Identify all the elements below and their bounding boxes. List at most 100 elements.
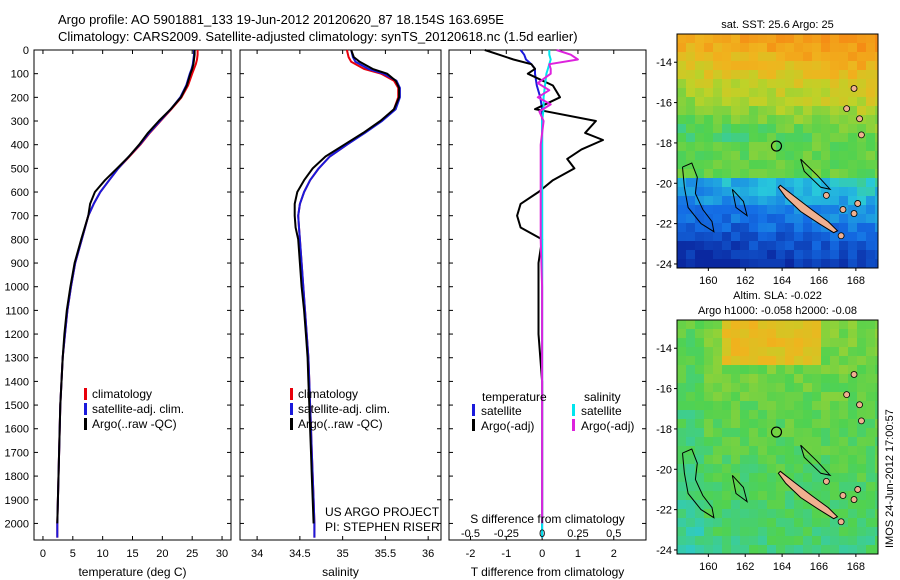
map-cell: [857, 437, 867, 447]
map-cell: [758, 329, 768, 339]
map-cell: [848, 392, 858, 402]
map-cell: [830, 214, 840, 224]
map-cell: [677, 464, 687, 474]
map-cell: [713, 464, 723, 474]
map-cell: [803, 509, 813, 519]
map-cell: [677, 347, 687, 357]
map-cell: [695, 536, 705, 546]
map-cell: [821, 250, 831, 260]
map-cell: [794, 178, 804, 188]
map-cell: [722, 500, 732, 510]
reef-contour: [731, 474, 748, 503]
map-panel-1: -14 -16 -18 -20 -22 -24 160 162 164 166 168 sat. SS…: [656, 19, 879, 287]
map-cell: [812, 446, 822, 456]
map-cell: [857, 491, 867, 501]
y-tick-label: 300: [11, 116, 29, 128]
map-cell: [704, 43, 714, 53]
map-cell: [812, 34, 822, 44]
map-cell: [785, 527, 795, 537]
map-cell: [848, 545, 858, 554]
map-frame: [676, 33, 879, 269]
map-cell: [695, 446, 705, 456]
map-cell: [767, 223, 777, 233]
map-cell: [758, 401, 768, 411]
map-cell: [686, 223, 696, 233]
map-cell: [749, 196, 759, 206]
map-cell: [722, 383, 732, 393]
map-cell: [749, 329, 759, 339]
map-cell: [830, 142, 840, 152]
map-cell: [731, 347, 741, 357]
map-cell: [785, 88, 795, 98]
map-cell: [785, 43, 795, 53]
map-cell: [866, 88, 876, 98]
map-cell: [794, 383, 804, 393]
map-cell: [821, 392, 831, 402]
map-cell: [740, 250, 750, 260]
map-cell: [767, 115, 777, 125]
map-cell: [713, 88, 723, 98]
map-cell: [866, 491, 876, 501]
map-cell: [686, 106, 696, 116]
s-tick-label: 0.25: [567, 528, 588, 540]
map-cell: [713, 374, 723, 384]
map-cell: [830, 428, 840, 438]
x-axis-label: salinity: [322, 565, 359, 579]
map-cell: [794, 223, 804, 233]
map-cell: [812, 124, 822, 134]
map-cell: [749, 410, 759, 420]
map-cell: [776, 320, 786, 330]
map-cell: [839, 347, 849, 357]
map-cell: [839, 223, 849, 233]
map-cell: [875, 241, 878, 251]
map-cell: [686, 43, 696, 53]
map-cell: [677, 401, 687, 411]
map-cell: [821, 187, 831, 197]
x-tick-label: 162: [736, 275, 754, 287]
map-cell: [794, 464, 804, 474]
map-cell: [848, 410, 858, 420]
map-cell: [722, 410, 732, 420]
map-cell: [875, 374, 878, 384]
y-tick-label: -20: [656, 178, 672, 190]
map-cell: [785, 52, 795, 62]
map-cell: [794, 365, 804, 375]
map-cell: [740, 446, 750, 456]
map-cell: [722, 437, 732, 447]
map-cell: [803, 79, 813, 89]
map-cell: [713, 455, 723, 465]
map-cell: [758, 527, 768, 537]
map-cell: [803, 178, 813, 188]
map-cell: [731, 232, 741, 242]
map-cell: [794, 151, 804, 161]
map-cell: [803, 124, 813, 134]
map-cell: [758, 142, 768, 152]
map-cell: [695, 473, 705, 483]
map-cell: [722, 320, 732, 330]
map-cell: [866, 509, 876, 519]
map-cell: [830, 124, 840, 134]
x-tick-label: 35: [337, 548, 349, 560]
map-cell: [677, 545, 687, 554]
map-cell: [695, 169, 705, 179]
map-cell: [677, 392, 687, 402]
map-cell: [812, 106, 822, 116]
map-cell: [713, 124, 723, 134]
map-cell: [866, 169, 876, 179]
map-cell: [839, 446, 849, 456]
map-cell: [830, 491, 840, 501]
map-cell: [785, 419, 795, 429]
map-cell: [686, 52, 696, 62]
map-cell: [875, 97, 878, 107]
map-cell: [695, 214, 705, 224]
y-tick-label: 600: [11, 187, 29, 199]
map-cell: [866, 178, 876, 188]
map-cell: [713, 536, 723, 546]
map-cell: [740, 455, 750, 465]
map-cell: [722, 34, 732, 44]
map-cell: [758, 482, 768, 492]
map-cell: [785, 232, 795, 242]
map-cell: [713, 97, 723, 107]
map-cell: [839, 151, 849, 161]
map-cell: [722, 79, 732, 89]
